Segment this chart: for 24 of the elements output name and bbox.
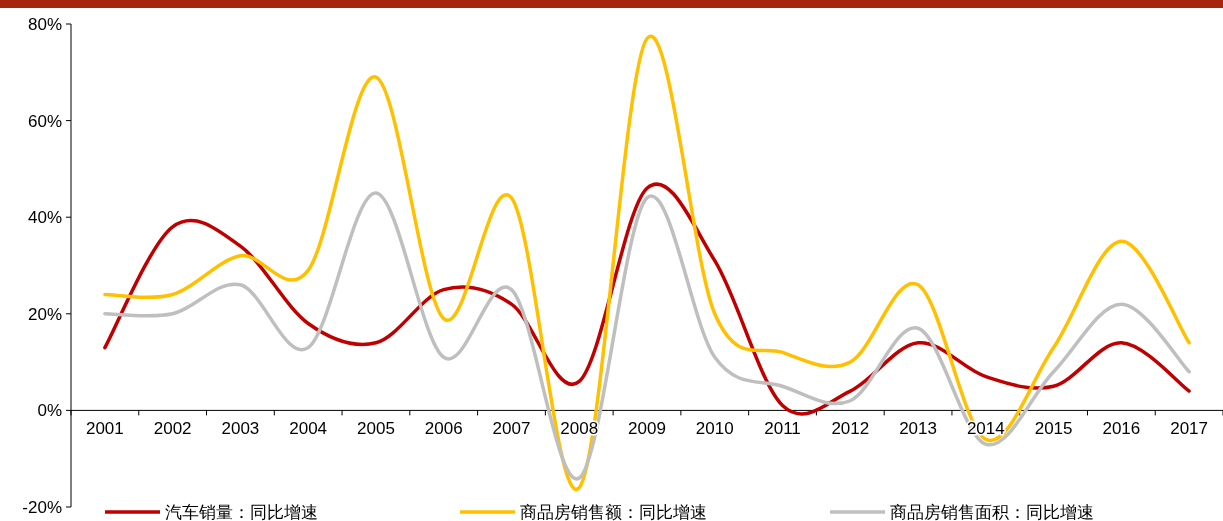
- y-tick-label: 20%: [27, 304, 62, 324]
- x-tick-label: 2009: [628, 419, 666, 439]
- x-tick-label: 2001: [85, 419, 124, 439]
- x-tick-label: 2004: [289, 419, 328, 439]
- y-tick-label: 60%: [27, 111, 62, 131]
- x-tick-label: 2016: [1102, 419, 1141, 439]
- x-tick-label: 2012: [831, 419, 870, 439]
- x-tick-label: 2003: [221, 419, 260, 439]
- y-tick-label: -20%: [22, 498, 62, 517]
- x-tick-label: 2011: [764, 419, 801, 439]
- x-tick-label: 2006: [424, 419, 463, 439]
- legend-label: 商品房销售额：同比增速: [520, 503, 707, 521]
- legend-label: 汽车销量：同比增速: [165, 503, 318, 521]
- legend-label: 商品房销售面积：同比增速: [890, 503, 1094, 521]
- x-tick-label: 2013: [899, 419, 937, 439]
- x-tick-label: 2002: [153, 419, 192, 439]
- y-tick-label: 40%: [27, 208, 62, 228]
- y-tick-label: 80%: [27, 15, 62, 34]
- x-tick-label: 2017: [1170, 419, 1209, 439]
- x-tick-label: 2015: [1034, 419, 1073, 439]
- x-tick-label: 2007: [492, 419, 531, 439]
- y-tick-label: 0%: [37, 401, 62, 421]
- x-tick-label: 2010: [695, 419, 734, 439]
- x-tick-label: 2005: [357, 419, 395, 439]
